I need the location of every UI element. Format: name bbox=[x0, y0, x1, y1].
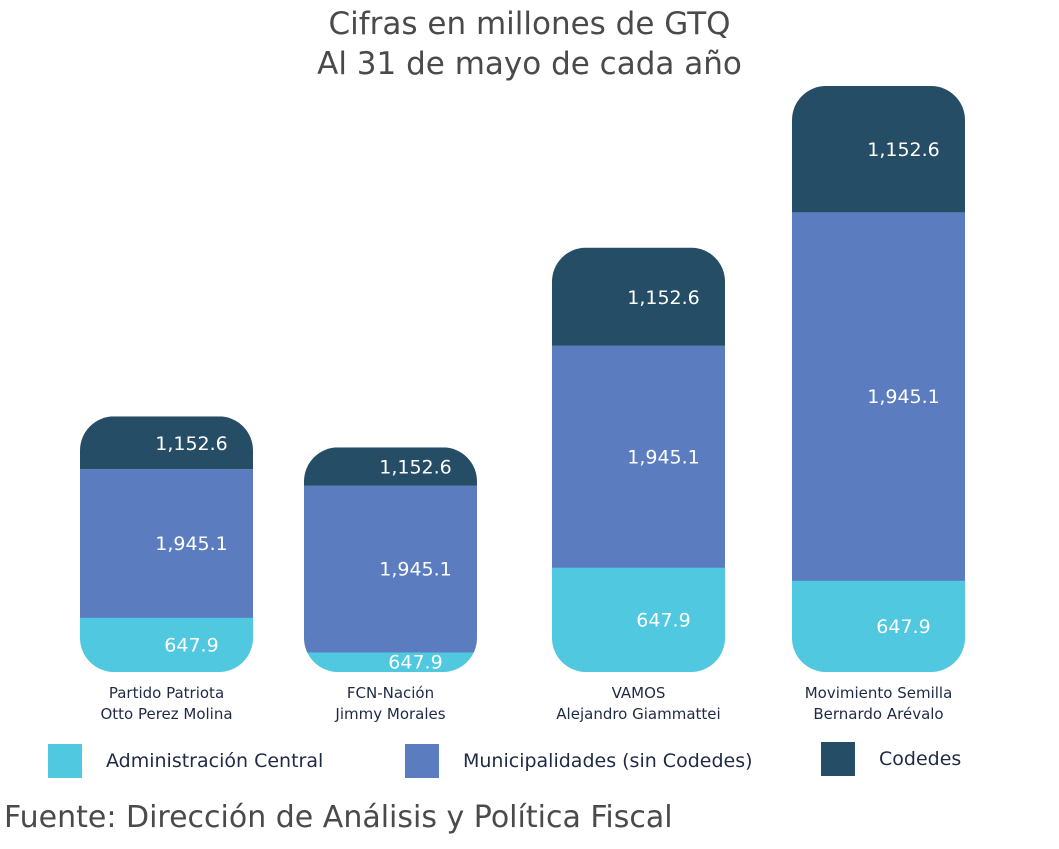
bar-segment bbox=[304, 485, 477, 653]
data-label: 647.9 bbox=[388, 652, 442, 674]
data-label: 1,152.6 bbox=[379, 457, 452, 479]
bar-segment bbox=[792, 579, 965, 672]
chart-title: Cifras en millones de GTQ Al 31 de mayo … bbox=[0, 4, 1059, 84]
data-label: 1,945.1 bbox=[627, 446, 700, 468]
category-label: Movimiento Semilla bbox=[805, 684, 953, 702]
title-line: Cifras en millones de GTQ bbox=[328, 6, 731, 42]
bar-segment bbox=[792, 86, 965, 213]
legend-item-admin-central: Administración Central bbox=[48, 744, 323, 778]
data-label: 647.9 bbox=[876, 616, 930, 638]
bar-segment bbox=[304, 651, 477, 672]
data-label: 647.9 bbox=[636, 609, 690, 631]
legend-label: Municipalidades (sin Codedes) bbox=[463, 750, 753, 772]
data-label: 1,945.1 bbox=[155, 533, 228, 555]
data-label: 1,945.1 bbox=[379, 559, 452, 581]
bar-segment bbox=[552, 345, 725, 568]
bar-stack bbox=[80, 416, 253, 672]
legend-label: Codedes bbox=[879, 748, 962, 770]
legend-label: Administración Central bbox=[106, 750, 324, 772]
bar-segment bbox=[80, 469, 253, 618]
bar-segment bbox=[552, 247, 725, 346]
data-label: 647.9 bbox=[164, 634, 218, 656]
category-label: Partido Patriota bbox=[109, 684, 224, 702]
subtitle-line: Al 31 de mayo de cada año bbox=[317, 46, 742, 82]
data-label: 1,152.6 bbox=[627, 287, 700, 309]
category-label: Alejandro Giammattei bbox=[556, 705, 720, 723]
legend-item-codedes: Codedes bbox=[821, 742, 961, 776]
bar-segment bbox=[792, 212, 965, 581]
category-label: FCN-Nación bbox=[347, 684, 434, 702]
category-label: Jimmy Morales bbox=[334, 705, 445, 723]
legend-swatch bbox=[405, 744, 439, 778]
category-label: VAMOS bbox=[612, 684, 666, 702]
legend-item-municipalidades: Municipalidades (sin Codedes) bbox=[405, 744, 753, 778]
bar-segment bbox=[552, 566, 725, 672]
legend-swatch bbox=[821, 742, 855, 776]
source-note: Fuente: Dirección de Análisis y Política… bbox=[4, 800, 673, 835]
data-label: 1,152.6 bbox=[155, 433, 228, 455]
category-label: Otto Perez Molina bbox=[100, 705, 232, 723]
bar-segment bbox=[80, 616, 253, 672]
bar-stack bbox=[552, 247, 725, 672]
bar-stack bbox=[304, 447, 477, 672]
stacked-bar-chart: 647.9 1,945.1 1,152.6 Partido Patriota Otto … bbox=[80, 86, 965, 723]
data-label: 1,152.6 bbox=[867, 139, 940, 161]
bar-segment bbox=[80, 416, 253, 470]
bar-segment bbox=[304, 447, 477, 486]
legend-swatch bbox=[48, 744, 82, 778]
data-label: 1,945.1 bbox=[867, 386, 940, 408]
category-label: Bernardo Arévalo bbox=[813, 705, 943, 723]
bar-stack bbox=[792, 86, 965, 672]
